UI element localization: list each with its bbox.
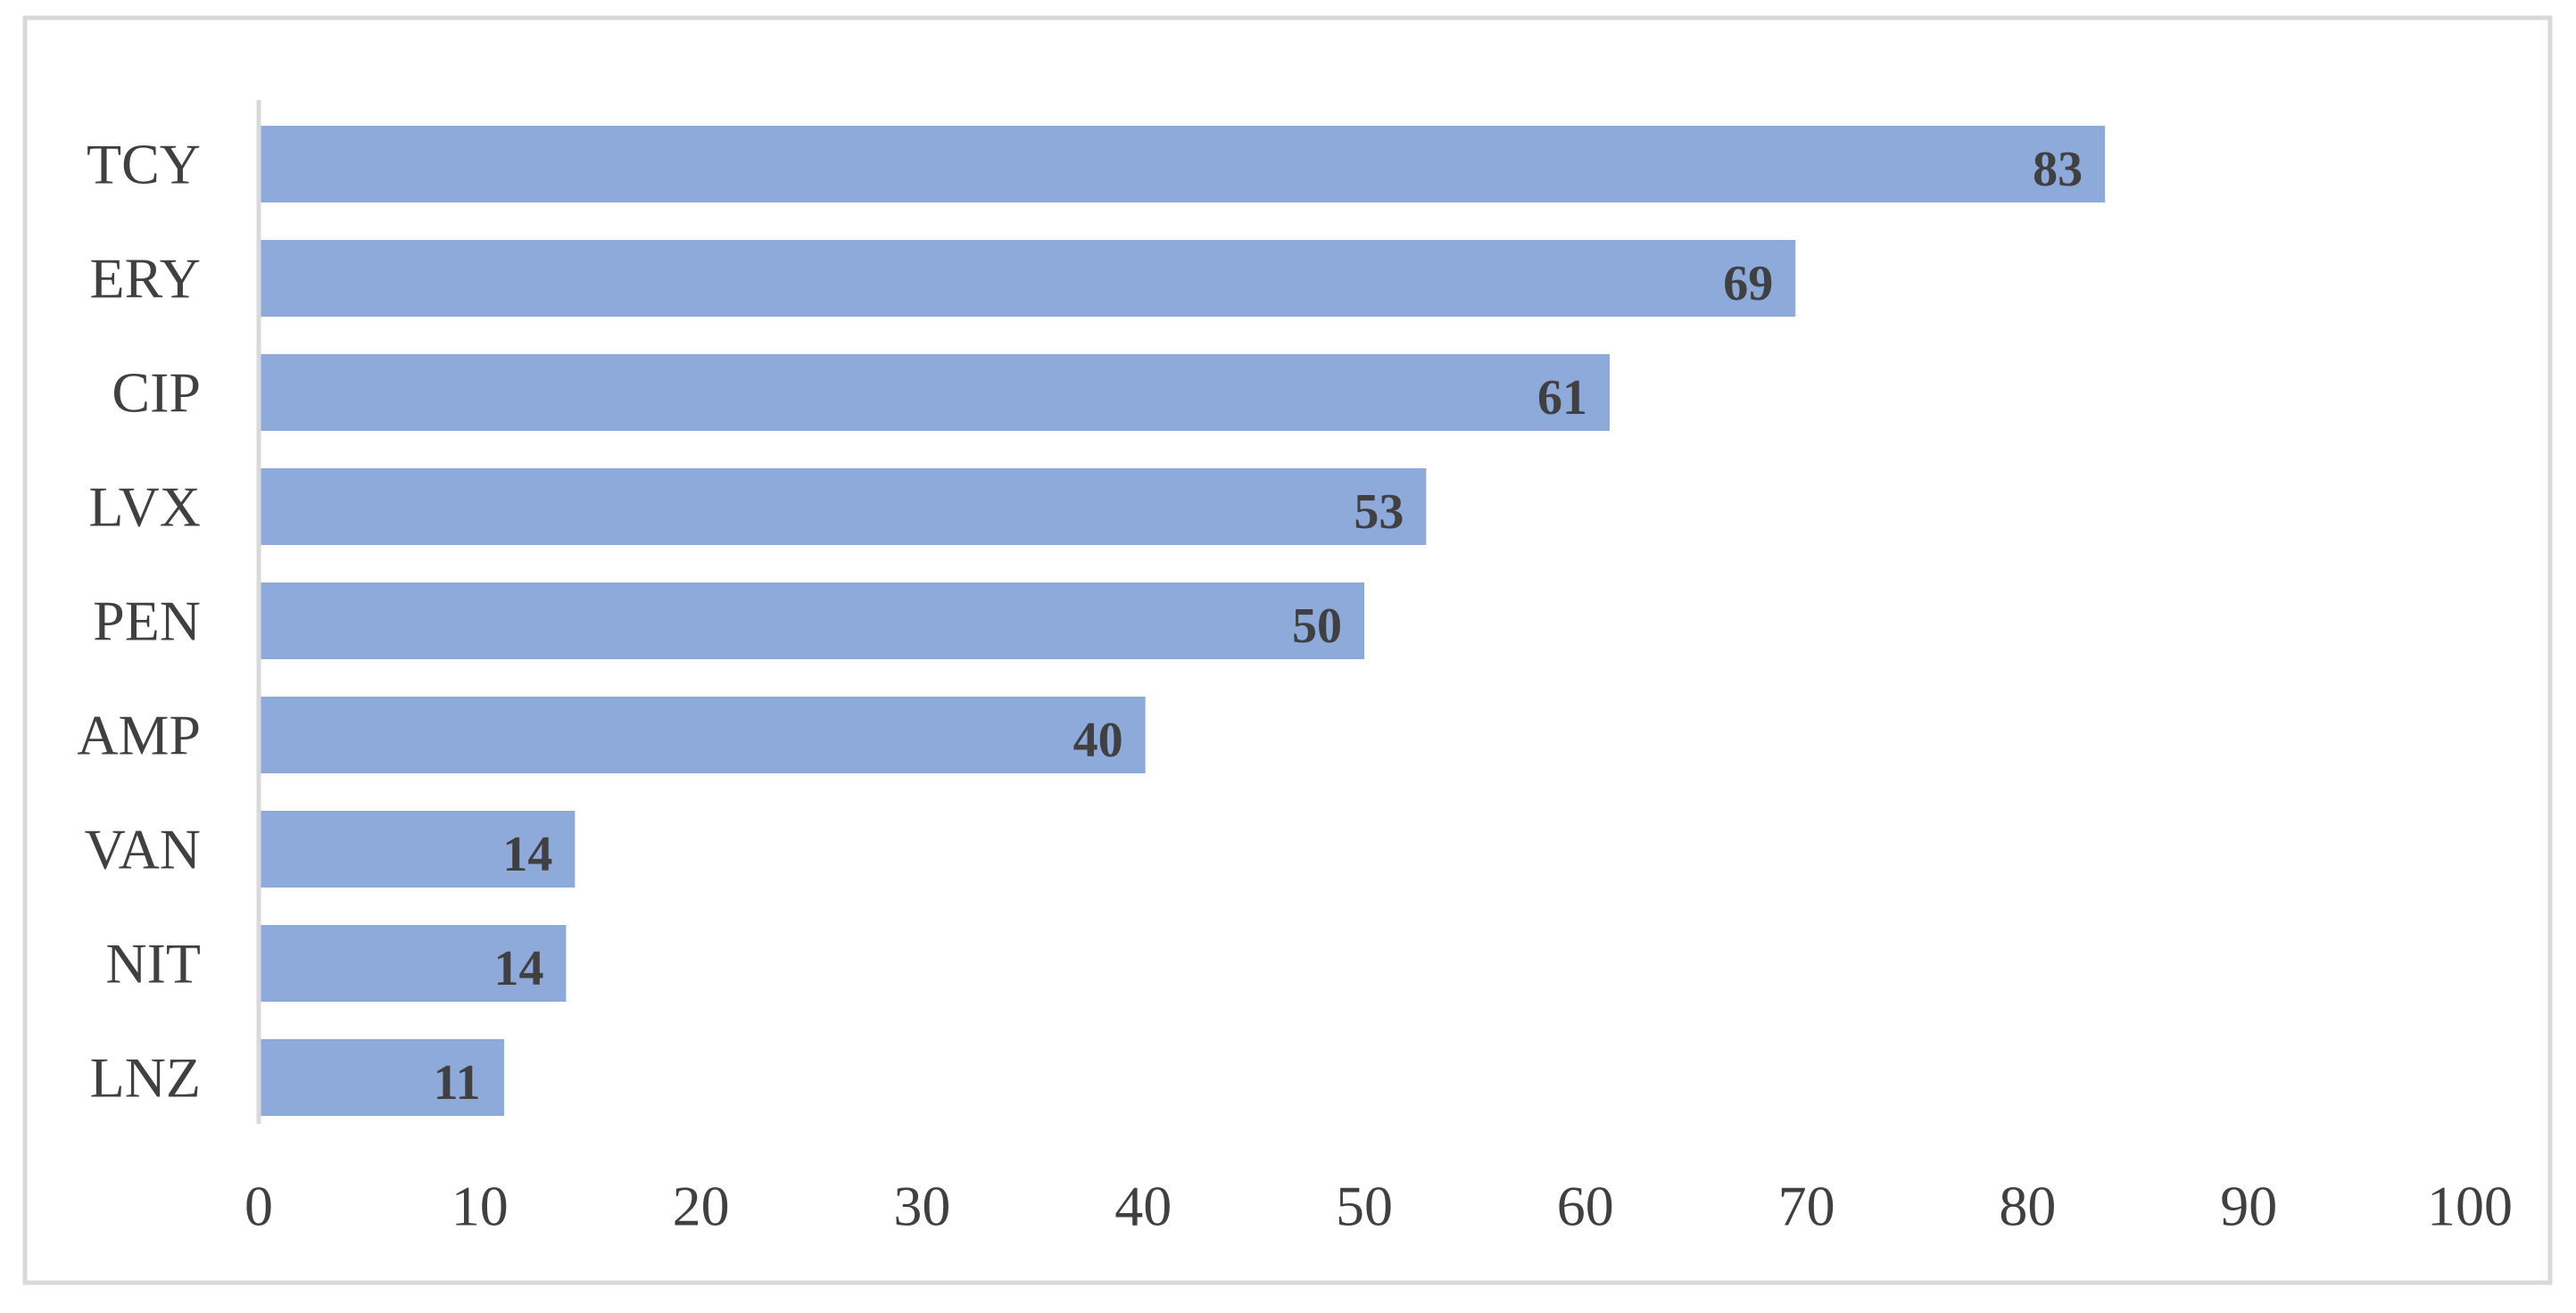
category-label-lnz: LNZ bbox=[90, 1046, 201, 1110]
category-label-amp: AMP bbox=[77, 704, 201, 767]
bar-cip bbox=[261, 354, 1611, 431]
bar-tcy bbox=[261, 126, 2106, 202]
x-tick-label-50: 50 bbox=[1336, 1175, 1393, 1238]
data-label-lvx: 53 bbox=[1354, 484, 1404, 540]
data-label-tcy: 83 bbox=[2033, 142, 2083, 197]
category-label-ery: ERY bbox=[90, 247, 201, 310]
x-tick-label-10: 10 bbox=[451, 1175, 509, 1238]
x-tick-label-70: 70 bbox=[1778, 1175, 1835, 1238]
data-label-van: 14 bbox=[502, 827, 552, 882]
data-label-nit: 14 bbox=[493, 941, 543, 996]
category-label-tcy: TCY bbox=[87, 133, 201, 196]
bar-ery bbox=[261, 240, 1796, 317]
category-label-cip: CIP bbox=[112, 361, 201, 425]
category-label-lvx: LVX bbox=[88, 475, 201, 539]
bar-lnz bbox=[261, 1039, 505, 1116]
category-label-nit: NIT bbox=[105, 932, 201, 995]
x-tick-label-100: 100 bbox=[2427, 1175, 2513, 1238]
x-tick-label-40: 40 bbox=[1114, 1175, 1172, 1238]
bar-nit bbox=[261, 925, 567, 1002]
bar-lvx bbox=[261, 468, 1427, 545]
category-label-pen: PEN bbox=[93, 590, 201, 653]
x-axis-tick-labels: 0 10 20 30 40 50 60 70 80 90 100 bbox=[244, 1175, 2513, 1238]
category-label-van: VAN bbox=[85, 818, 201, 881]
bar-amp bbox=[261, 697, 1146, 773]
data-label-pen: 50 bbox=[1292, 599, 1342, 654]
data-label-ery: 69 bbox=[1723, 256, 1773, 311]
data-labels: 83 69 61 53 50 40 14 14 11 bbox=[434, 142, 2083, 1111]
bar-pen bbox=[261, 582, 1364, 659]
data-label-amp: 40 bbox=[1073, 713, 1123, 768]
bars-layer bbox=[261, 126, 2106, 1116]
x-tick-label-30: 30 bbox=[893, 1175, 950, 1238]
x-tick-label-60: 60 bbox=[1557, 1175, 1614, 1238]
bar-van bbox=[261, 811, 576, 888]
data-label-lnz: 11 bbox=[434, 1055, 481, 1111]
x-tick-label-80: 80 bbox=[1999, 1175, 2056, 1238]
x-tick-label-90: 90 bbox=[2220, 1175, 2277, 1238]
category-labels: TCY ERY CIP LVX PEN AMP VAN NIT LNZ bbox=[77, 133, 201, 1110]
data-label-cip: 61 bbox=[1537, 370, 1587, 425]
x-tick-label-0: 0 bbox=[244, 1175, 273, 1238]
x-tick-label-20: 20 bbox=[673, 1175, 730, 1238]
